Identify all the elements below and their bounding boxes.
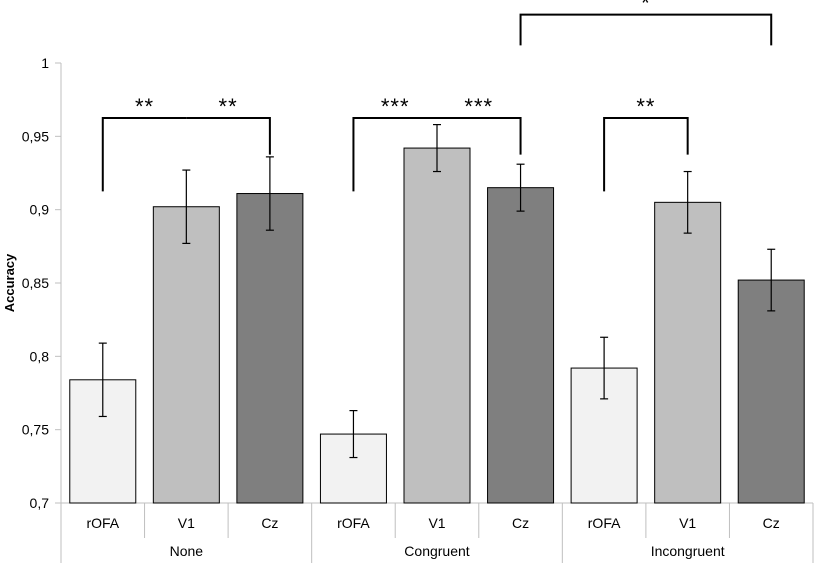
y-axis-label: Accuracy: [2, 253, 17, 312]
category-label: rOFA: [588, 515, 621, 531]
significance-bracket: [519, 13, 773, 46]
y-tick-label: 0,75: [22, 422, 49, 438]
significance-bracket: [603, 117, 689, 192]
significance-label: *: [641, 0, 651, 16]
bar-incongruent-cz: [737, 279, 805, 504]
significance-label: **: [135, 94, 154, 119]
category-label: rOFA: [86, 515, 119, 531]
significance-bracket: [186, 117, 271, 155]
y-tick-label: 1: [41, 55, 49, 71]
y-tick-label: 0,95: [22, 128, 49, 144]
y-tick-label: 0,8: [30, 348, 50, 364]
y-tick-label: 0,9: [30, 202, 50, 218]
bar-incongruent-v1: [654, 201, 722, 504]
significance-label: ***: [464, 94, 493, 119]
category-label: Cz: [261, 515, 278, 531]
category-label: Cz: [763, 515, 780, 531]
group-label: Congruent: [404, 543, 469, 559]
bar-none-v1: [152, 206, 220, 504]
group-label: None: [170, 543, 204, 559]
significance-bracket: [352, 117, 437, 192]
category-label: Cz: [512, 515, 529, 531]
significance-bracket: [437, 117, 522, 155]
y-tick-label: 0,7: [30, 495, 50, 511]
bar-congruent-cz: [487, 187, 555, 504]
bar-congruent-v1: [403, 147, 471, 504]
significance-label: ***: [381, 94, 410, 119]
significance-label: **: [636, 94, 655, 119]
y-tick-label: 0,85: [22, 275, 49, 291]
category-label: V1: [679, 515, 696, 531]
group-label: Incongruent: [651, 543, 725, 559]
category-label: V1: [178, 515, 195, 531]
significance-label: **: [219, 94, 238, 119]
category-label: V1: [428, 515, 445, 531]
bar-none-cz: [236, 193, 304, 504]
category-label: rOFA: [337, 515, 370, 531]
significance-bracket: [101, 117, 187, 192]
